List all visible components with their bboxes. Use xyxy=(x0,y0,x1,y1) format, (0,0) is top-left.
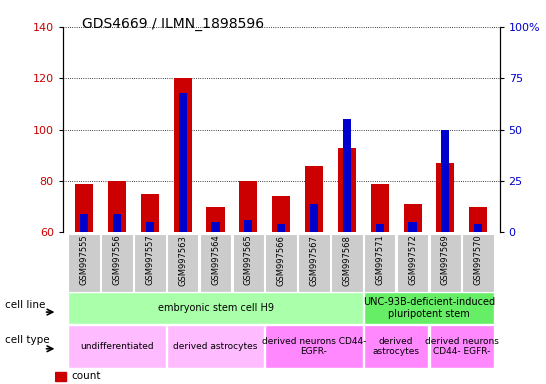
FancyBboxPatch shape xyxy=(134,233,165,292)
Text: derived neurons
CD44- EGFR-: derived neurons CD44- EGFR- xyxy=(425,337,498,356)
Text: GSM997565: GSM997565 xyxy=(244,235,253,285)
Text: cell type: cell type xyxy=(5,335,50,345)
FancyBboxPatch shape xyxy=(167,233,198,292)
Bar xyxy=(75,184,93,232)
Text: GSM997572: GSM997572 xyxy=(408,235,417,285)
Text: embryonic stem cell H9: embryonic stem cell H9 xyxy=(157,303,274,313)
FancyBboxPatch shape xyxy=(364,293,494,324)
FancyBboxPatch shape xyxy=(430,233,461,292)
Text: undifferentiated: undifferentiated xyxy=(80,342,154,351)
Text: GSM997569: GSM997569 xyxy=(441,235,450,285)
FancyBboxPatch shape xyxy=(364,325,428,368)
Bar xyxy=(244,220,252,232)
Bar xyxy=(469,207,487,232)
Bar xyxy=(343,119,351,232)
Text: GDS4669 / ILMN_1898596: GDS4669 / ILMN_1898596 xyxy=(82,17,264,31)
FancyBboxPatch shape xyxy=(430,325,494,368)
Bar xyxy=(277,224,285,232)
Bar xyxy=(108,181,126,232)
FancyBboxPatch shape xyxy=(68,325,165,368)
Bar xyxy=(338,147,356,232)
FancyBboxPatch shape xyxy=(265,325,363,368)
Text: GSM997571: GSM997571 xyxy=(375,235,384,285)
Text: GSM997557: GSM997557 xyxy=(145,235,155,285)
FancyBboxPatch shape xyxy=(265,233,297,292)
Bar xyxy=(174,78,192,232)
FancyBboxPatch shape xyxy=(298,233,330,292)
Bar xyxy=(80,214,88,232)
Bar xyxy=(206,207,224,232)
Bar xyxy=(211,222,219,232)
Bar xyxy=(239,181,257,232)
Bar xyxy=(441,129,449,232)
Text: GSM997570: GSM997570 xyxy=(474,235,483,285)
FancyBboxPatch shape xyxy=(200,233,232,292)
FancyBboxPatch shape xyxy=(68,233,100,292)
Bar xyxy=(310,204,318,232)
FancyBboxPatch shape xyxy=(462,233,494,292)
FancyBboxPatch shape xyxy=(233,233,264,292)
Bar xyxy=(305,166,323,232)
Bar xyxy=(376,224,384,232)
Text: GSM997563: GSM997563 xyxy=(178,235,187,286)
Text: derived astrocytes: derived astrocytes xyxy=(173,342,258,351)
Bar xyxy=(436,163,454,232)
Text: UNC-93B-deficient-induced
pluripotent stem: UNC-93B-deficient-induced pluripotent st… xyxy=(363,297,495,319)
Bar xyxy=(141,194,159,232)
Bar xyxy=(403,204,422,232)
Bar xyxy=(146,222,154,232)
Text: GSM997556: GSM997556 xyxy=(112,235,121,285)
Bar xyxy=(408,222,417,232)
Text: GSM997566: GSM997566 xyxy=(277,235,286,286)
Text: GSM997567: GSM997567 xyxy=(310,235,318,286)
Text: derived
astrocytes: derived astrocytes xyxy=(372,337,420,356)
Text: GSM997568: GSM997568 xyxy=(342,235,352,286)
FancyBboxPatch shape xyxy=(167,325,264,368)
Bar xyxy=(113,214,121,232)
FancyBboxPatch shape xyxy=(397,233,428,292)
FancyBboxPatch shape xyxy=(364,233,395,292)
Bar xyxy=(474,224,482,232)
Bar xyxy=(55,372,66,381)
Text: count: count xyxy=(71,371,100,381)
Text: derived neurons CD44-
EGFR-: derived neurons CD44- EGFR- xyxy=(262,337,366,356)
Text: cell line: cell line xyxy=(5,300,46,310)
Text: GSM997564: GSM997564 xyxy=(211,235,220,285)
FancyBboxPatch shape xyxy=(331,233,363,292)
Bar xyxy=(272,196,290,232)
Bar xyxy=(371,184,389,232)
Text: GSM997555: GSM997555 xyxy=(80,235,88,285)
FancyBboxPatch shape xyxy=(68,293,363,324)
FancyBboxPatch shape xyxy=(101,233,133,292)
Bar xyxy=(179,93,187,232)
